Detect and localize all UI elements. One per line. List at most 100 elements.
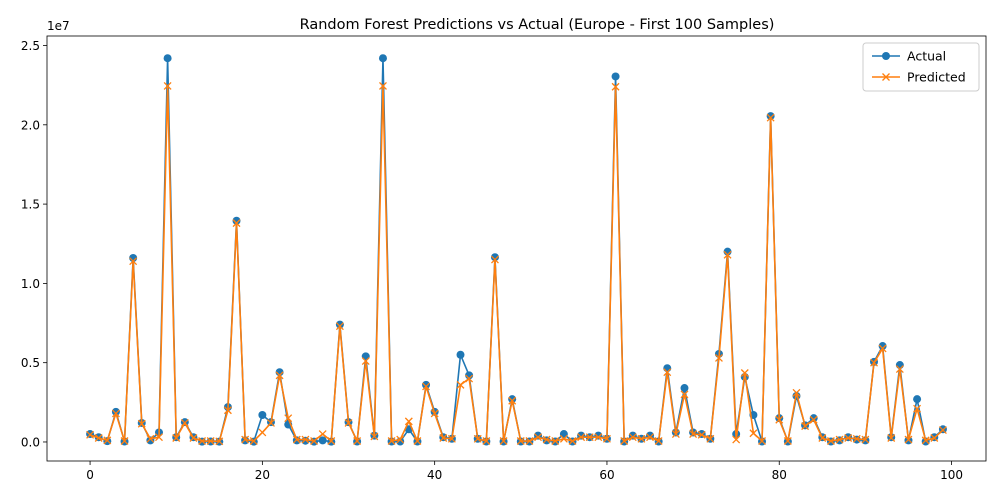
predicted-point [215, 437, 224, 446]
predicted-point [172, 434, 181, 442]
series-actual [86, 54, 947, 446]
predicted-point [646, 433, 654, 442]
predicted-point [129, 257, 138, 266]
predicted-point [904, 435, 913, 444]
predicted-point [525, 437, 534, 445]
predicted-point [697, 430, 706, 439]
predicted-point [111, 409, 120, 418]
predicted-point [783, 437, 792, 445]
predicted-point [508, 396, 517, 405]
legend-actual-label: Actual [907, 49, 946, 64]
predicted-point [913, 404, 922, 413]
legend: Actual Predicted [862, 42, 980, 92]
predicted-point [835, 435, 844, 444]
y-axis: 0.0 0.5 1.0 1.5 2.0 2.5 [21, 39, 47, 449]
x-tick-label: 20 [255, 468, 270, 482]
actual-point [318, 436, 327, 445]
predicted-point [870, 358, 878, 367]
predicted-point [844, 434, 853, 442]
predicted-point [620, 437, 629, 445]
predicted-point [826, 437, 835, 445]
predicted-point [654, 437, 663, 445]
y-tick-label: 2.5 [21, 39, 40, 53]
actual-point [456, 350, 465, 359]
predicted-point [749, 429, 758, 438]
y-tick-label: 0.5 [21, 356, 40, 370]
predicted-point [447, 434, 456, 443]
y-tick-label: 1.5 [21, 198, 40, 212]
predicted-point [189, 434, 198, 442]
predicted-point [198, 437, 207, 445]
series-predicted [86, 81, 947, 446]
predicted-point [628, 433, 637, 442]
actual-point [335, 320, 344, 329]
predicted-point [732, 435, 741, 444]
predicted-point [146, 434, 155, 443]
predicted-point [921, 436, 930, 445]
predicted-point [387, 437, 396, 445]
actual-point [766, 112, 775, 121]
predicted-point [577, 433, 586, 442]
predicted-point [499, 437, 508, 445]
predicted-point [930, 434, 939, 442]
predicted-point [267, 418, 275, 427]
actual-point [913, 395, 922, 404]
x-tick-label: 100 [940, 468, 963, 482]
predicted-point [318, 430, 327, 439]
actual-line [89, 57, 944, 443]
predicted-point [94, 434, 103, 442]
predicted-point [379, 81, 387, 90]
predicted-point [422, 382, 431, 391]
predicted-point [680, 390, 689, 399]
legend-predicted-label: Predicted [907, 70, 966, 85]
predicted-point [861, 435, 870, 444]
predicted-point [120, 437, 129, 445]
predicted-point [895, 365, 904, 373]
predicted-point [775, 415, 784, 424]
predicted-point [516, 437, 525, 445]
x-tick-label: 40 [427, 468, 442, 482]
actual-point [663, 364, 672, 373]
predicted-point [818, 434, 827, 442]
predicted-point [361, 357, 370, 366]
predicted-point [689, 430, 698, 439]
predicted-point [370, 432, 379, 441]
y-offset-label: 1e7 [47, 19, 70, 33]
predicted-point [602, 434, 611, 443]
predicted-point [103, 436, 112, 445]
actual-point [680, 384, 689, 393]
predicted-point [258, 428, 267, 437]
y-tick-label: 0.0 [21, 435, 40, 449]
actual-point [378, 54, 387, 63]
legend-box [862, 42, 980, 92]
x-axis: 0 20 40 60 80 100 [86, 461, 963, 482]
predicted-point [801, 422, 810, 431]
predicted-point [353, 437, 362, 445]
predicted-point [223, 406, 232, 415]
predicted-point [275, 371, 284, 380]
y-tick-label: 1.0 [21, 277, 40, 291]
predicted-point [551, 437, 560, 445]
actual-point [508, 395, 517, 404]
predicted-point [327, 437, 336, 445]
predicted-point [301, 435, 310, 444]
predicted-point [594, 433, 603, 442]
actual-point [163, 54, 172, 63]
predicted-point [611, 82, 620, 91]
predicted-point [534, 433, 542, 442]
predicted-point [396, 435, 405, 444]
y-tick-label: 2.0 [21, 118, 40, 132]
legend-predicted-marker [882, 73, 890, 81]
actual-point [809, 414, 818, 423]
chart-title: Random Forest Predictions vs Actual (Eur… [300, 17, 775, 33]
predicted-point [559, 434, 568, 443]
actual-point [490, 253, 499, 262]
predicted-point [887, 434, 896, 442]
predicted-point [180, 418, 189, 427]
actual-point [422, 380, 431, 389]
predicted-line [89, 85, 944, 443]
predicted-point [878, 344, 887, 353]
predicted-point [740, 369, 749, 377]
predicted-point [284, 414, 293, 423]
